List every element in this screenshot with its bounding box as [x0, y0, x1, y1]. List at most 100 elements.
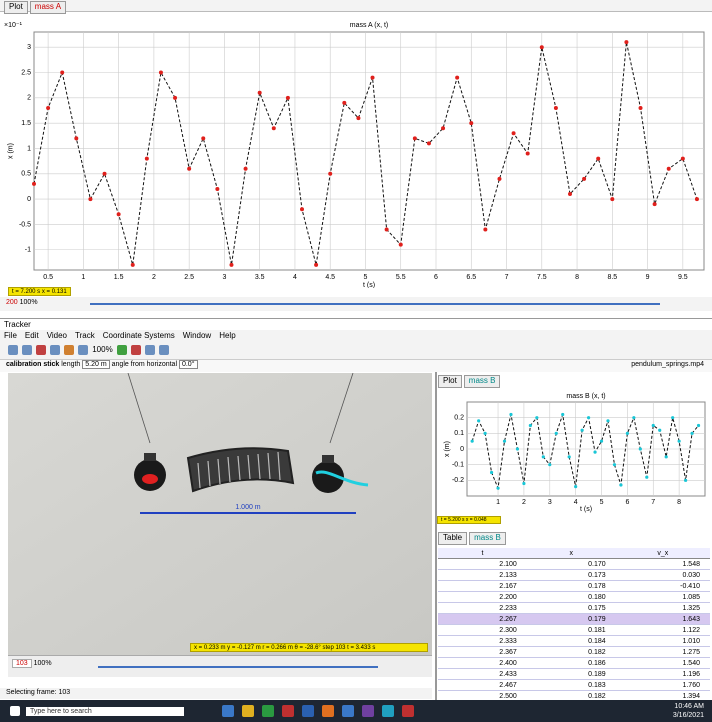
cell: 0.180: [527, 592, 616, 603]
stick-label: 1.000 m: [235, 504, 260, 511]
column-header: x: [527, 548, 616, 559]
cell: 1.275: [616, 647, 710, 658]
slider[interactable]: [90, 303, 660, 305]
menu-item[interactable]: File: [4, 331, 17, 340]
menu-item[interactable]: Video: [47, 331, 67, 340]
field[interactable]: 0.0°: [179, 360, 198, 369]
cell: 0.184: [527, 636, 616, 647]
icon[interactable]: [50, 345, 60, 355]
x-axis-label: t (s): [363, 282, 375, 288]
start[interactable]: [10, 706, 20, 716]
icon[interactable]: [8, 345, 18, 355]
x-tick-label: 4: [293, 274, 297, 281]
y-tick-label: 3: [27, 44, 31, 51]
data-point: [600, 440, 603, 443]
data-point: [509, 413, 512, 416]
table-row: 2.1330.1730.030: [438, 570, 710, 581]
icon[interactable]: [78, 345, 88, 355]
menu-item[interactable]: Window: [183, 331, 211, 340]
icon[interactable]: [131, 345, 141, 355]
file-name: pendulum_springs.mp4: [631, 361, 704, 368]
icon[interactable]: [22, 345, 32, 355]
table-row: 2.1000.1701.548: [438, 559, 710, 570]
calibration-bar: calibration stick length 5.20 m angle fr…: [0, 360, 712, 372]
cell: 2.433: [438, 669, 527, 680]
data-point: [639, 106, 643, 110]
tab[interactable]: Table: [438, 532, 467, 545]
page: Plotmass A -1-0.500.511.522.530.511.522.…: [0, 0, 712, 722]
data-point: [46, 106, 50, 110]
taskbar: Type here to search 10:46 AM3/16/2021: [0, 700, 712, 722]
data-point: [215, 187, 219, 191]
x-tick-label: 2.5: [184, 274, 194, 281]
cell: 2.267: [438, 614, 527, 625]
icon[interactable]: [36, 345, 46, 355]
data-point: [624, 40, 628, 44]
cell: 1.085: [616, 592, 710, 603]
icon[interactable]: [145, 345, 155, 355]
app[interactable]: [382, 705, 394, 717]
tab[interactable]: mass B: [469, 532, 506, 545]
data-point: [610, 197, 614, 201]
data-point: [619, 483, 622, 486]
icon[interactable]: [117, 345, 127, 355]
zoom[interactable]: 100%: [20, 299, 38, 306]
icon[interactable]: [64, 345, 74, 355]
menu-item[interactable]: Coordinate Systems: [103, 331, 175, 340]
data-point: [516, 447, 519, 450]
data-point: [483, 227, 487, 231]
x-tick-label: 8: [677, 499, 681, 506]
field[interactable]: 5.20 m: [82, 360, 109, 369]
app[interactable]: [242, 705, 254, 717]
tab[interactable]: Plot: [438, 375, 462, 388]
rate[interactable]: 100%: [34, 660, 52, 667]
data-point: [658, 429, 661, 432]
data-point: [187, 167, 191, 171]
cell: 2.100: [438, 559, 527, 570]
app[interactable]: [322, 705, 334, 717]
x-tick-label: 6.5: [466, 274, 476, 281]
x-tick-label: 7: [505, 274, 509, 281]
data-point: [690, 432, 693, 435]
y-tick-label: 0.2: [454, 415, 464, 422]
data-point: [88, 197, 92, 201]
zoom[interactable]: 100%: [92, 345, 112, 354]
icon[interactable]: [159, 345, 169, 355]
tab[interactable]: mass B: [464, 375, 501, 388]
data-point: [229, 263, 233, 267]
data-point: [697, 424, 700, 427]
track-name[interactable]: calibration stick: [6, 361, 59, 368]
x-tick-label: 9: [646, 274, 650, 281]
app[interactable]: [282, 705, 294, 717]
menu-item[interactable]: Edit: [25, 331, 39, 340]
data-point: [593, 451, 596, 454]
data-point: [522, 482, 525, 485]
cell: 1.122: [616, 625, 710, 636]
menu-item[interactable]: Help: [219, 331, 235, 340]
y-tick-label: 2.5: [21, 69, 31, 76]
menu-item[interactable]: Track: [75, 331, 95, 340]
app[interactable]: [262, 705, 274, 717]
title: Tracker: [4, 320, 31, 329]
data-point: [496, 487, 499, 490]
x-tick-label: 5.5: [396, 274, 406, 281]
app[interactable]: [342, 705, 354, 717]
y-tick-label: 0: [460, 446, 464, 453]
data-point: [74, 136, 78, 140]
data-point: [471, 440, 474, 443]
slider[interactable]: [98, 666, 378, 668]
search[interactable]: Type here to search: [26, 707, 184, 716]
cell: 1.325: [616, 603, 710, 614]
app[interactable]: [402, 705, 414, 717]
cell: 0.186: [527, 658, 616, 669]
x-tick-label: 5: [600, 499, 604, 506]
x-tick-label: 1.5: [114, 274, 124, 281]
app[interactable]: [362, 705, 374, 717]
step: 103: [12, 659, 32, 668]
cell: 2.167: [438, 581, 527, 592]
chart-title: mass B (x, t): [566, 393, 605, 400]
x-tick-label: 8.5: [607, 274, 617, 281]
cell: 0.181: [527, 625, 616, 636]
app[interactable]: [302, 705, 314, 717]
app[interactable]: [222, 705, 234, 717]
